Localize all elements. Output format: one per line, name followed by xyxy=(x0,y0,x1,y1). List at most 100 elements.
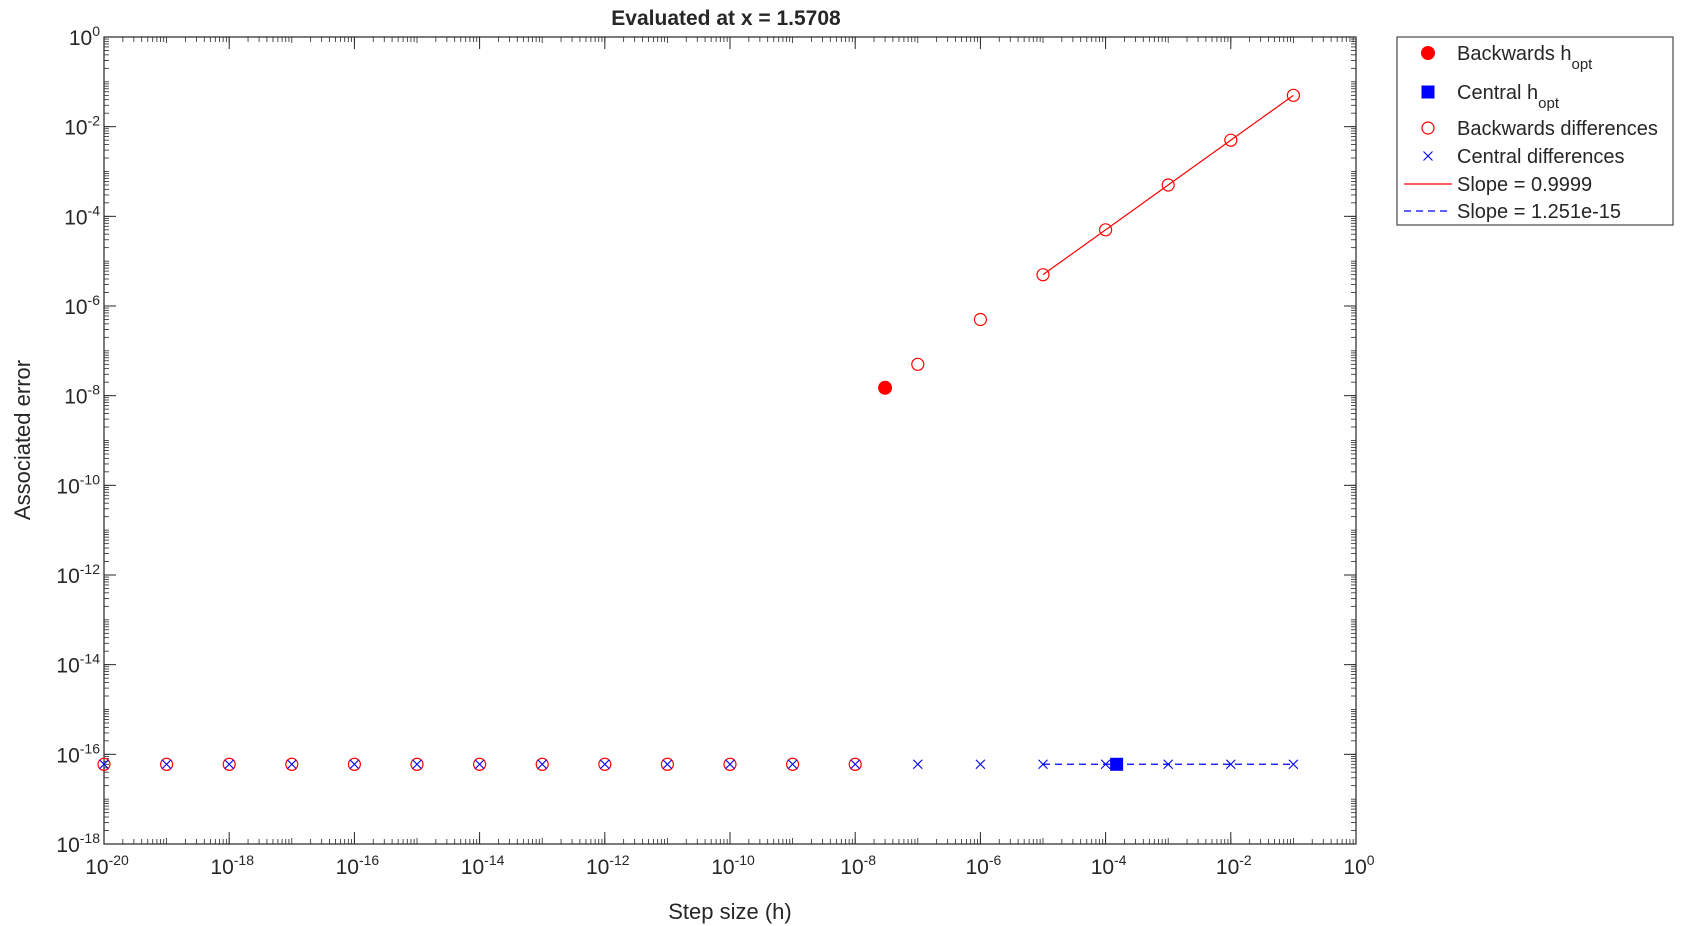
central-point-stroke xyxy=(286,759,297,770)
legend-box xyxy=(1396,36,1674,226)
x-tick-label: 10-8 xyxy=(840,852,876,879)
backwards-point xyxy=(1161,178,1175,192)
x-axis-label: Step size (h) xyxy=(668,899,792,924)
central-point xyxy=(412,759,422,770)
backwards-point xyxy=(598,757,612,771)
central-point xyxy=(349,759,360,770)
central-point-stroke xyxy=(161,759,172,770)
backwards-point xyxy=(973,312,988,327)
legend-label: Slope = 1.251e-15 xyxy=(1457,201,1621,223)
legend-marker-swatch xyxy=(1421,121,1435,135)
y-tick-label: 10-2 xyxy=(64,113,100,140)
y-tick-label: 10-6 xyxy=(64,292,100,319)
backwards-point xyxy=(723,757,737,771)
backwards-point xyxy=(473,757,487,771)
backwards-point xyxy=(848,757,862,771)
legend-label: Central differences xyxy=(1457,146,1625,168)
legend: Backwards hopt Central hopt Backwards diff… xyxy=(1396,36,1674,226)
central-point xyxy=(99,759,109,770)
series-slope-0-9999 xyxy=(1042,94,1294,276)
fit-line xyxy=(1042,94,1294,276)
y-tick-label: 10-4 xyxy=(64,202,100,229)
central-point xyxy=(599,759,610,770)
legend-marker-swatch-stroke xyxy=(1423,151,1433,161)
central-point xyxy=(474,759,485,770)
legend-marker-swatch xyxy=(1421,85,1435,99)
central-point xyxy=(537,759,548,770)
y-tick-label: 10-18 xyxy=(56,830,100,857)
central-point-stroke xyxy=(1163,759,1174,770)
y-tick-label: 10-16 xyxy=(56,740,100,767)
central-point xyxy=(1288,759,1299,770)
central-point xyxy=(850,759,861,770)
central-point-stroke xyxy=(1100,759,1111,770)
x-tick-label: 100 xyxy=(1343,852,1374,879)
backwards-point xyxy=(1286,88,1301,102)
x-tick-label: 10-16 xyxy=(336,852,380,879)
x-tick-label: 10-14 xyxy=(461,852,505,879)
backwards-point xyxy=(785,757,800,771)
y-tick-label: 100 xyxy=(69,23,100,50)
backwards-point xyxy=(660,757,675,771)
legend-label: Backwards differences xyxy=(1457,118,1658,140)
central-point-stroke xyxy=(537,759,548,770)
series-central-differences xyxy=(99,759,1299,770)
central-point xyxy=(662,759,673,770)
central-point-stroke xyxy=(1288,759,1299,770)
central-point xyxy=(161,759,172,770)
central-point-stroke xyxy=(912,759,923,770)
series-backwards-differences xyxy=(97,88,1301,771)
y-axis-label: Associated error xyxy=(10,360,35,520)
backwards-point xyxy=(1098,223,1113,237)
x-tick-label: 10-10 xyxy=(711,852,755,879)
backwards-point xyxy=(285,757,299,771)
central-point-stroke xyxy=(224,759,235,770)
legend-item: Central hopt xyxy=(1421,82,1560,112)
plot-area xyxy=(104,37,1356,844)
central-point-stroke xyxy=(725,759,735,770)
legend-marker-swatch xyxy=(1423,151,1433,161)
legend-item: Slope = 0.9999 xyxy=(1404,174,1592,196)
legend-label: Backwards hopt xyxy=(1457,43,1593,73)
series-backwards-h xyxy=(878,380,893,395)
legend-item: Backwards differences xyxy=(1421,118,1658,140)
backwards-hopt-point xyxy=(878,380,893,395)
central-point xyxy=(1100,759,1111,770)
central-point xyxy=(286,759,297,770)
x-tick-label: 10-2 xyxy=(1216,852,1252,879)
central-point-stroke xyxy=(787,759,798,770)
x-tick-label: 10-18 xyxy=(210,852,254,879)
central-point xyxy=(725,759,735,770)
y-tick-label: 10-12 xyxy=(56,561,100,588)
x-tick-label: 10-20 xyxy=(85,852,129,879)
central-point xyxy=(787,759,798,770)
backwards-point xyxy=(911,357,925,371)
central-point-stroke xyxy=(850,759,861,770)
legend-label: Slope = 0.9999 xyxy=(1457,174,1592,196)
central-point-stroke xyxy=(662,759,673,770)
y-tick-label: 10-8 xyxy=(64,382,100,409)
central-point-stroke xyxy=(474,759,485,770)
y-tick-label: 10-14 xyxy=(56,651,100,678)
legend-marker-swatch xyxy=(1421,46,1435,60)
backwards-point xyxy=(222,757,236,771)
central-point xyxy=(1225,759,1236,770)
plot-frame xyxy=(103,36,1357,845)
central-point xyxy=(224,759,235,770)
chart-title: Evaluated at x = 1.5708 xyxy=(611,7,841,30)
backwards-point xyxy=(535,757,549,771)
legend-item: Slope = 1.251e-15 xyxy=(1404,201,1621,223)
central-point-stroke xyxy=(412,759,422,770)
x-tick-label: 10-4 xyxy=(1091,852,1127,879)
x-tick-label: 10-6 xyxy=(965,852,1001,879)
legend-label: Central hopt xyxy=(1457,82,1560,112)
backwards-point xyxy=(1224,133,1238,147)
central-point xyxy=(975,759,986,770)
legend-item: Central differences xyxy=(1423,146,1625,168)
central-point-stroke xyxy=(1038,759,1048,770)
central-hopt-point xyxy=(1110,757,1124,771)
legend-item: Backwards hopt xyxy=(1421,43,1593,73)
series-central-h xyxy=(1110,757,1124,771)
central-point-stroke xyxy=(99,759,109,770)
y-tick-labels: 10-18 10-16 10-14 10-12 10-10 10-8 10-6 10-4 10-… xyxy=(56,23,100,857)
